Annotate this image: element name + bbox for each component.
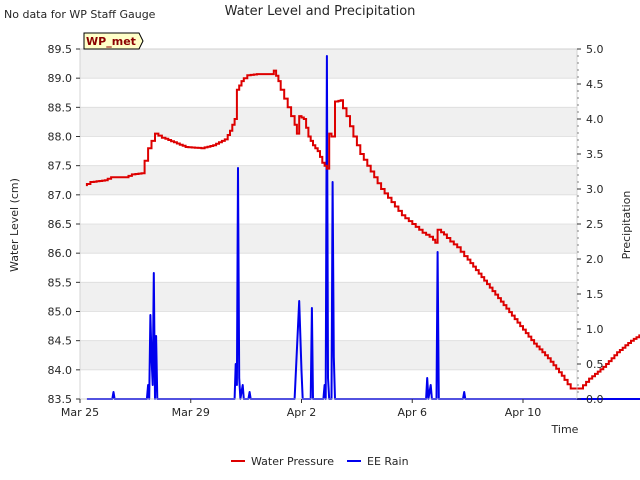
no-data-note: No data for WP Staff Gauge	[4, 8, 156, 21]
x-tick-label: Mar 25	[61, 406, 99, 419]
badge-box	[83, 32, 144, 50]
y-axis-label-left: Water Level (cm)	[8, 178, 21, 272]
grid-band	[80, 49, 577, 79]
y-right-tick-label: 0.5	[586, 358, 604, 371]
y-right-tick-label: 2.0	[586, 253, 604, 266]
y-left-tick-label: 86.5	[48, 218, 73, 231]
y-right-tick-label: 3.5	[586, 148, 604, 161]
y-right-tick-label: 3.0	[586, 183, 604, 196]
badge-label: WP_met	[86, 35, 136, 48]
y-left-tick-label: 85.0	[48, 306, 73, 319]
y-right-tick-label: 4.0	[586, 113, 604, 126]
y-left-tick-label: 89.5	[48, 43, 73, 56]
grid-band	[80, 107, 577, 137]
y-right-tick-label: 0.0	[586, 393, 604, 406]
legend-label-water-pressure: Water Pressure	[251, 455, 334, 468]
x-axis-label: Time	[551, 423, 579, 436]
y-right-tick-label: 4.5	[586, 78, 604, 91]
y-left-tick-label: 89.0	[48, 72, 73, 85]
y-left-tick-label: 88.0	[48, 131, 73, 144]
y-left-tick-label: 88.5	[48, 101, 73, 114]
y-right-tick-label: 2.5	[586, 218, 604, 231]
series-line-water-pressure	[85, 69, 640, 390]
y-axis-label-right: Precipitation	[620, 191, 633, 260]
y-right-tick-label: 1.0	[586, 323, 604, 336]
y-left-tick-label: 86.0	[48, 247, 73, 260]
y-left-tick-label: 87.0	[48, 189, 73, 202]
y-right-tick-label: 1.5	[586, 288, 604, 301]
y-left-tick-label: 83.5	[48, 393, 73, 406]
y-left-tick-label: 84.5	[48, 335, 73, 348]
x-tick-label: Apr 6	[397, 406, 427, 419]
legend-label-ee-rain: EE Rain	[367, 455, 409, 468]
y-right-tick-label: 5.0	[586, 43, 604, 56]
y-left-tick-label: 84.0	[48, 364, 73, 377]
y-left-tick-label: 85.5	[48, 276, 73, 289]
chart-title: Water Level and Precipitation	[225, 4, 416, 19]
x-tick-label: Mar 29	[172, 406, 210, 419]
y-left-tick-label: 87.5	[48, 160, 73, 173]
x-tick-label: Apr 2	[287, 406, 317, 419]
grid-band	[80, 165, 577, 195]
legend: Water Pressure EE Rain	[231, 455, 409, 468]
x-tick-label: Apr 10	[505, 406, 542, 419]
